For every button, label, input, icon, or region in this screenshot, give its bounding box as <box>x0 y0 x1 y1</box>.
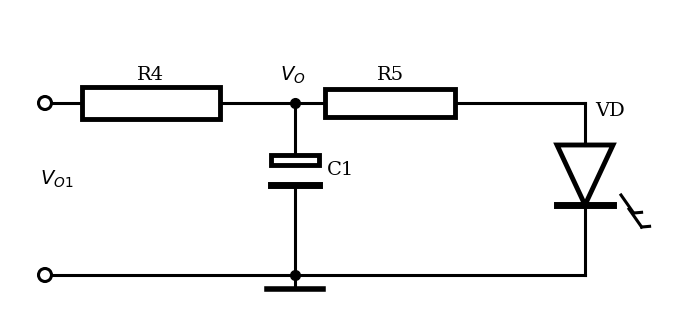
Text: R4: R4 <box>138 66 165 84</box>
Text: $V_O$: $V_O$ <box>280 64 306 86</box>
Text: $V_{O1}$: $V_{O1}$ <box>40 168 74 190</box>
Bar <box>82 87 220 119</box>
Text: R5: R5 <box>377 66 404 84</box>
Text: C1: C1 <box>327 161 354 179</box>
Text: VD: VD <box>595 102 625 120</box>
Bar <box>271 155 319 165</box>
Bar <box>325 89 455 117</box>
